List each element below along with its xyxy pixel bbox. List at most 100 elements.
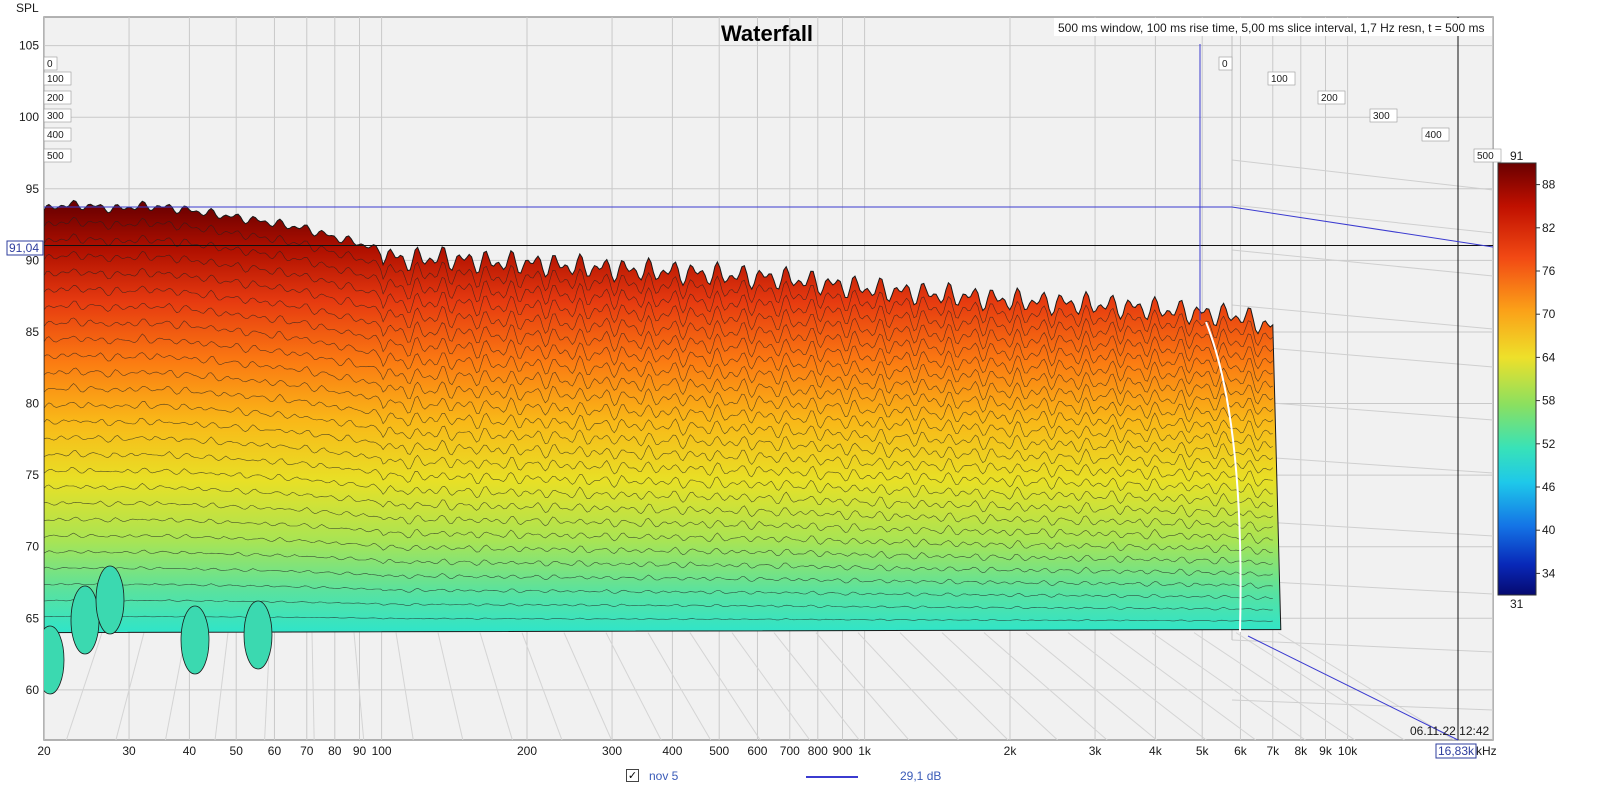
floor-line (214, 632, 229, 740)
floor-line (311, 632, 315, 740)
floor-line (605, 632, 662, 740)
colorbar-tick-label: 76 (1542, 264, 1556, 278)
floor-line (899, 632, 1009, 740)
time-label-box (43, 71, 72, 86)
low-freq-decay-blob (44, 625, 65, 695)
colorbar-tick-label: 52 (1542, 437, 1556, 451)
floor-line (395, 632, 414, 740)
floor-line (1067, 632, 1207, 740)
x-tick-label: 50 (230, 744, 244, 758)
x-tick-label: 8k (1294, 744, 1308, 758)
floor-line (647, 632, 712, 740)
time-axis-label: 200 (47, 93, 64, 104)
colorbar-tick-label: 70 (1542, 307, 1556, 321)
decay-slice-line (44, 352, 1273, 441)
time-axis-labels: 0 0 100 100 200 200 300 300 400 400 500 500 (43, 56, 1502, 163)
time-label-box (1473, 148, 1502, 163)
waterfall-surface (44, 199, 1282, 695)
x-tick-label: 70 (300, 744, 314, 758)
time-label-box (1421, 127, 1450, 142)
y-tick-label: 75 (26, 468, 40, 482)
colorbar-tick-label: 64 (1542, 350, 1556, 364)
x-axis-unit: kHz (1476, 744, 1497, 758)
x-tick-label: 500 (709, 744, 729, 758)
x-tick-label: 80 (328, 744, 342, 758)
timestamp: 06.11.22 12:42 (1410, 724, 1490, 738)
wall-line (1231, 639, 1493, 653)
decay-slice-line (44, 333, 1273, 429)
series-line-swatch (806, 776, 858, 778)
x-tick-label: 7k (1266, 744, 1280, 758)
colorbar (1497, 162, 1537, 596)
decay-slice-line (44, 532, 1273, 565)
colorbar-tick-label: 82 (1542, 221, 1556, 235)
time-axis-label: 200 (1321, 93, 1338, 104)
floor-line (1025, 632, 1157, 740)
floor-line (941, 632, 1058, 740)
time-axis-label: 300 (47, 111, 64, 122)
legend: ✓ nov 5 29,1 dB (0, 768, 1600, 790)
decay-slice-line (44, 317, 1274, 415)
wall-line (1231, 204, 1493, 234)
y-axis-label: SPL (16, 1, 39, 15)
x-tick-label: 800 (808, 744, 828, 758)
y-tick-label: 100 (19, 110, 39, 124)
x-tick-label: 20 (37, 744, 51, 758)
colorbar-max: 91 (1510, 149, 1524, 163)
freq-cursor-box (1435, 743, 1477, 759)
x-tick-label: 30 (122, 744, 136, 758)
x-tick-label: 300 (602, 744, 622, 758)
x-tick-label: 700 (780, 744, 800, 758)
floor-line (1277, 632, 1455, 740)
time-label-box (1369, 108, 1398, 123)
spl-cursor-box (6, 240, 44, 256)
floor-line (65, 632, 103, 740)
floor-line (983, 632, 1108, 740)
x-tick-label: 2k (1004, 744, 1018, 758)
x-axis-ticks: 20 30 40 50 60 70 80 90 100 200 300 400 500 600 700 800… (37, 744, 1358, 758)
time-label-box (1317, 90, 1346, 105)
wall-line (1231, 399, 1493, 421)
colorbar-tick-label: 34 (1542, 566, 1556, 580)
time-axis-label: 400 (1425, 130, 1442, 141)
y-tick-label: 60 (26, 683, 40, 697)
x-tick-label: 10k (1338, 744, 1358, 758)
floor-line (1193, 632, 1356, 740)
x-tick-label: 9k (1319, 744, 1333, 758)
y-tick-label: 70 (26, 540, 40, 554)
time-axis-label: 100 (47, 74, 64, 85)
decay-slice-line (44, 450, 1273, 509)
time-label-box (43, 127, 72, 142)
chart-subtitle: 500 ms window, 100 ms rise time, 5,00 ms… (1058, 21, 1485, 35)
wall-line (1231, 344, 1493, 368)
series-name[interactable]: nov 5 (649, 769, 679, 783)
marker-line-floor (1247, 635, 1459, 741)
time-axis-label: 400 (47, 130, 64, 141)
time-label-box (43, 148, 72, 163)
decay-slice-line (44, 400, 1274, 474)
floor-line (1151, 632, 1306, 740)
y-tick-label: 80 (26, 397, 40, 411)
decay-slice-line (44, 285, 1273, 394)
x-tick-label: 900 (832, 744, 852, 758)
x-tick-label: 200 (517, 744, 537, 758)
time-label-box (43, 56, 58, 71)
x-tick-label: 6k (1234, 744, 1248, 758)
time-axis-label: 500 (47, 151, 64, 162)
x-tick-label: 600 (747, 744, 767, 758)
series-visibility-checkbox[interactable]: ✓ (626, 769, 639, 782)
time-label-box (1218, 56, 1233, 71)
decay-slice-line (44, 599, 1273, 611)
colorbar-tick-label: 40 (1542, 523, 1556, 537)
wall-line (1231, 249, 1493, 277)
x-tick-label: 4k (1149, 744, 1163, 758)
floor-line (773, 632, 860, 740)
decay-slice-line (44, 467, 1273, 519)
x-tick-label: 1k (858, 744, 872, 758)
colorbar-tick-label: 88 (1542, 178, 1556, 192)
subtitle-box (1054, 18, 1492, 36)
spl-cursor-value: 91,04 (9, 241, 39, 255)
time-axis-label: 100 (1271, 74, 1288, 85)
surface-end-edge (1205, 321, 1242, 633)
time-label-box (1267, 71, 1296, 86)
